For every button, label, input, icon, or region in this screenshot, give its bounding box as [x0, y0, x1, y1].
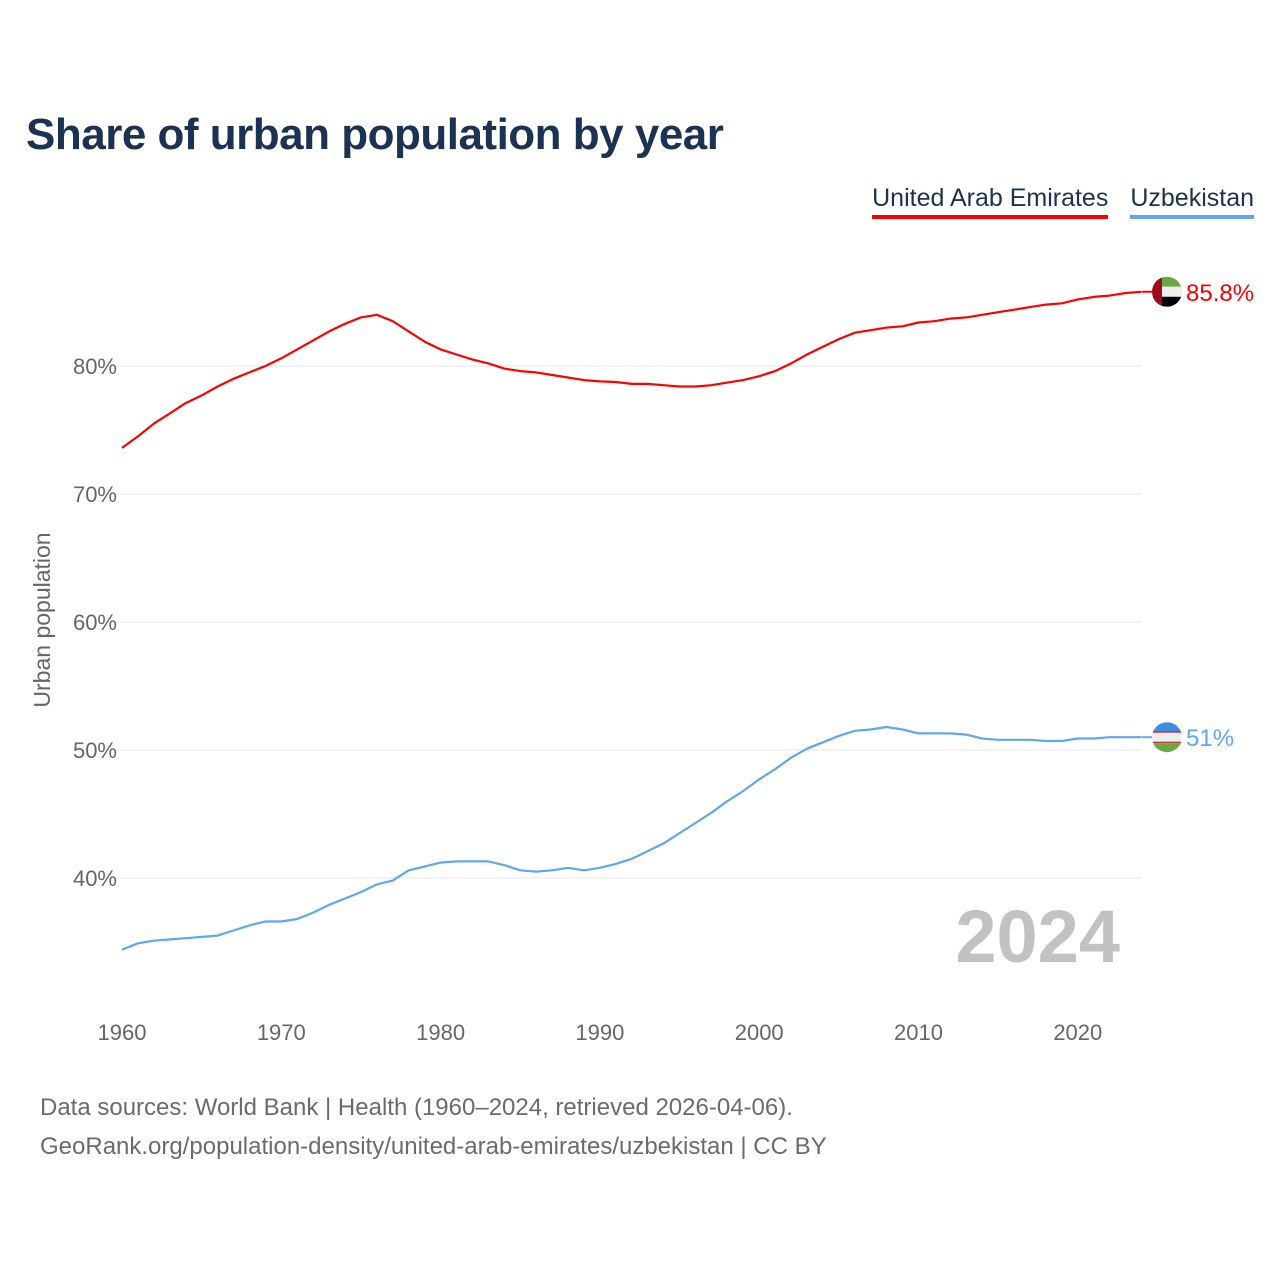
series-line-uzbekistan	[121, 725, 1142, 951]
series-line-uae	[121, 290, 1142, 449]
chart-title: Share of urban population by year	[26, 110, 724, 159]
data-source-text: Data sources: World Bank | Health (1960–…	[40, 1094, 793, 1121]
uzbekistan-flag-icon	[1142, 722, 1182, 753]
legend-item-uzbekistan[interactable]: Uzbekistan	[1130, 184, 1254, 219]
x-tick-label: 2020	[1053, 1020, 1102, 1045]
footer: Data sources: World Bank | Health (1960–…	[40, 1088, 827, 1166]
x-tick-label: 1990	[575, 1020, 624, 1045]
end-value-label: 51%	[1186, 725, 1234, 752]
x-tick-label: 2010	[894, 1020, 943, 1045]
y-tick-label: 60%	[73, 610, 117, 635]
x-tick-label: 1980	[416, 1020, 465, 1045]
y-tick-label: 40%	[73, 866, 117, 891]
x-tick-label: 1960	[98, 1020, 147, 1045]
legend-item-uae[interactable]: United Arab Emirates	[872, 184, 1109, 219]
uae-flag-icon	[1142, 276, 1182, 307]
x-tick-label: 2000	[735, 1020, 784, 1045]
y-axis-label: Urban population	[29, 532, 55, 707]
y-tick-label: 50%	[73, 738, 117, 763]
y-tick-label: 80%	[73, 354, 117, 379]
legend: United Arab Emirates Uzbekistan	[872, 184, 1254, 219]
end-value-label: 85.8%	[1186, 280, 1254, 307]
source-url-text[interactable]: GeoRank.org/population-density/united-ar…	[40, 1133, 827, 1160]
x-tick-label: 1970	[257, 1020, 306, 1045]
y-tick-label: 70%	[73, 482, 117, 507]
year-watermark: 2024	[955, 895, 1120, 978]
